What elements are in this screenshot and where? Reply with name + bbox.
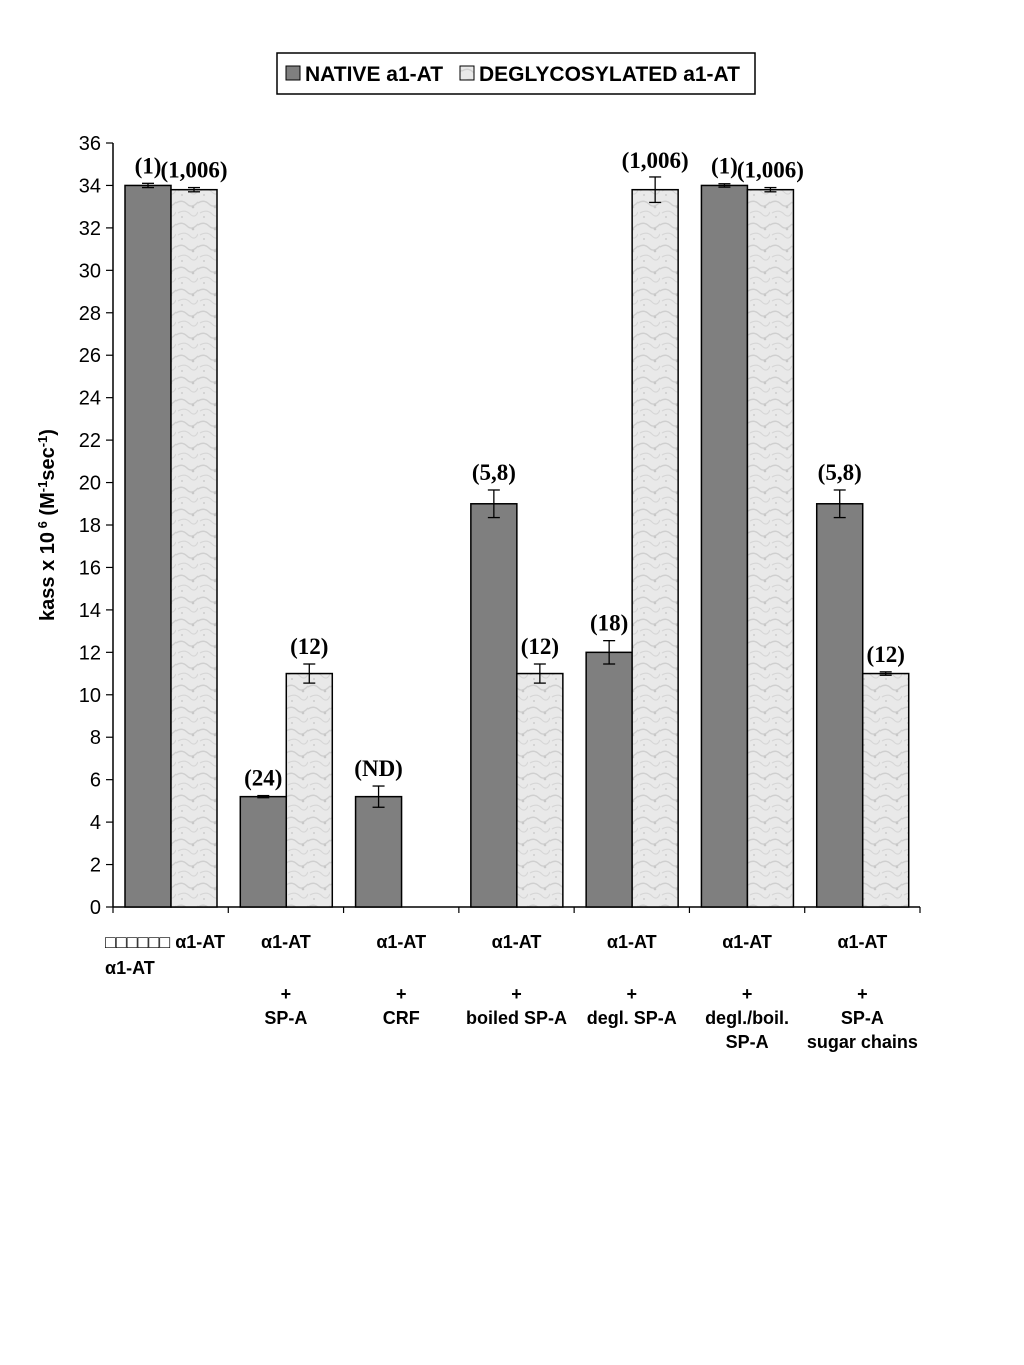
bar-native xyxy=(124,184,172,908)
legend-box xyxy=(276,52,756,95)
y-axis-label: kass x 10 6 (M-1sec-1) xyxy=(35,429,59,621)
bar-data-label: (1,006) xyxy=(622,148,689,173)
category-label: □□□□□□ α1-AT xyxy=(105,932,225,952)
bar-data-label: (1) xyxy=(711,154,738,179)
category-label: sugar chains xyxy=(807,1032,918,1052)
bar-data-label: (12) xyxy=(521,634,559,659)
bar-native xyxy=(470,503,518,908)
bar-native xyxy=(239,795,288,908)
category-label: + xyxy=(281,984,292,1004)
category-label: degl. SP-A xyxy=(587,1008,677,1028)
bar-native xyxy=(815,503,864,908)
legend-label-deglycosylated: DEGLYCOSYLATED a1-AT xyxy=(479,63,740,86)
bar-deglycosylated xyxy=(631,188,679,908)
bar-data-label: (1,006) xyxy=(160,158,227,183)
bar-data-label: (12) xyxy=(290,634,328,659)
bar-data-label: (5,8) xyxy=(472,460,516,485)
legend-label-native: NATIVE a1-AT xyxy=(305,63,443,86)
category-label: + xyxy=(742,984,753,1004)
y-tick-label: 16 xyxy=(79,557,101,579)
legend-swatch-deglycosylated xyxy=(459,65,475,81)
bar-native xyxy=(354,795,403,908)
bar-deglycosylated xyxy=(516,672,564,908)
category-label: + xyxy=(857,984,868,1004)
bar-native xyxy=(585,651,633,908)
y-tick-label: 14 xyxy=(79,600,101,622)
category-label: SP-A xyxy=(264,1008,307,1028)
y-tick-label: 0 xyxy=(90,897,101,919)
category-label: α1-AT xyxy=(105,958,155,978)
category-label: α1-AT xyxy=(376,932,426,952)
category-label: SP-A xyxy=(726,1032,769,1052)
category-label: boiled SP-A xyxy=(466,1008,567,1028)
y-tick-label: 30 xyxy=(79,260,101,282)
legend-swatch-native xyxy=(285,65,301,81)
category-label: α1-AT xyxy=(492,932,542,952)
y-tick-label: 4 xyxy=(90,812,101,834)
y-tick-label: 24 xyxy=(79,388,101,410)
category-label: + xyxy=(627,984,638,1004)
y-tick-label: 34 xyxy=(79,175,101,197)
bar-deglycosylated xyxy=(285,672,334,908)
bar-data-label: (ND) xyxy=(354,756,403,781)
y-tick-label: 12 xyxy=(79,642,101,664)
category-label: + xyxy=(511,984,522,1004)
bar-native xyxy=(700,184,749,908)
y-tick-label: 36 xyxy=(79,133,101,155)
y-tick-label: 8 xyxy=(90,727,101,749)
y-tick-label: 28 xyxy=(79,303,101,325)
category-label: α1-AT xyxy=(722,932,772,952)
y-tick-label: 26 xyxy=(79,345,101,367)
y-tick-label: 2 xyxy=(90,855,101,877)
bar-deglycosylated xyxy=(170,188,218,908)
legend: NATIVE a1-AT DEGLYCOSYLATED a1-AT xyxy=(276,52,756,95)
bar-data-label: (12) xyxy=(867,642,905,667)
y-tick-label: 20 xyxy=(79,473,101,495)
bar-data-label: (5,8) xyxy=(818,460,862,485)
y-tick-label: 32 xyxy=(79,218,101,240)
category-label: + xyxy=(396,984,407,1004)
y-tick-label: 22 xyxy=(79,430,101,452)
y-tick-label: 6 xyxy=(90,770,101,792)
bar-deglycosylated xyxy=(746,188,795,908)
category-label: α1-AT xyxy=(607,932,657,952)
bar-deglycosylated xyxy=(861,672,910,908)
bar-data-label: (24) xyxy=(244,766,282,791)
category-label: CRF xyxy=(383,1008,420,1028)
y-tick-label: 18 xyxy=(79,515,101,537)
category-label: SP-A xyxy=(841,1008,884,1028)
bar-data-label: (1,006) xyxy=(737,158,804,183)
y-tick-label: 10 xyxy=(79,685,101,707)
bar-data-label: (18) xyxy=(590,611,628,636)
plot-area: 024681012141618202224262830323436(1)(24)… xyxy=(79,133,921,1052)
category-label: α1-AT xyxy=(261,932,311,952)
category-label: α1-AT xyxy=(837,932,887,952)
bar-data-label: (1) xyxy=(135,153,162,178)
category-label: degl./boil. xyxy=(705,1008,789,1028)
